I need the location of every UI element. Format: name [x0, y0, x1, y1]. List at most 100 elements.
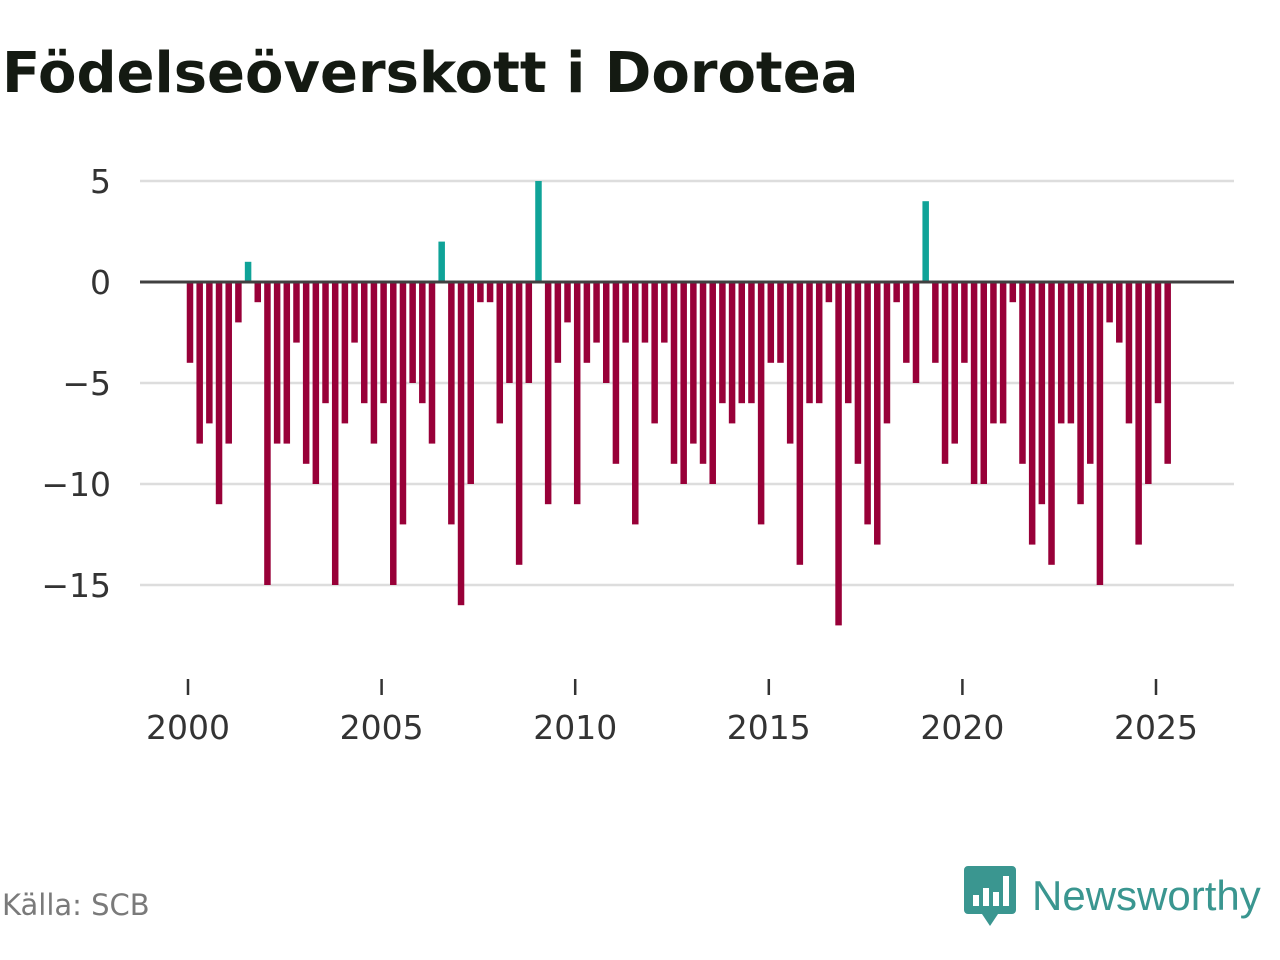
- bar: [864, 282, 871, 525]
- bar: [970, 282, 978, 484]
- bar: [515, 282, 523, 565]
- bar: [738, 282, 746, 404]
- bar: [544, 282, 552, 505]
- bar: [186, 282, 194, 363]
- y-tick-label: −5: [62, 364, 111, 403]
- bar: [409, 282, 416, 383]
- bar: [835, 282, 842, 626]
- bar: [351, 282, 358, 343]
- y-tick-label: −15: [41, 566, 111, 605]
- brand-logo-link[interactable]: Newsworthy: [964, 866, 1261, 926]
- bar: [477, 282, 484, 303]
- bar: [874, 282, 881, 545]
- bar: [583, 282, 591, 363]
- bar: [1009, 282, 1017, 303]
- bar: [999, 282, 1007, 424]
- x-tick-label: 2015: [727, 708, 811, 747]
- bar: [1154, 282, 1162, 404]
- bar: [564, 282, 571, 323]
- bar: [990, 282, 997, 424]
- bar: [1048, 282, 1055, 565]
- bar: [893, 282, 900, 303]
- bar: [215, 282, 223, 505]
- bar: [980, 282, 988, 484]
- bar: [1125, 282, 1133, 424]
- bar: [283, 282, 291, 444]
- bar: [719, 282, 726, 404]
- bar: [196, 282, 203, 444]
- bar: [428, 282, 436, 444]
- bar: [641, 282, 649, 343]
- bar: [1145, 282, 1152, 484]
- bar: [486, 282, 494, 303]
- bar: [922, 201, 929, 282]
- x-tick-label: 2020: [920, 708, 1004, 747]
- bar: [380, 282, 387, 404]
- bar: [206, 282, 213, 424]
- bar: [709, 282, 716, 484]
- bar: [448, 282, 455, 525]
- bar: [651, 282, 658, 424]
- bar: [1057, 282, 1065, 424]
- bar: [806, 282, 813, 404]
- bar: [467, 282, 474, 484]
- bar: [941, 282, 949, 464]
- bar: [331, 282, 339, 585]
- bar: [360, 282, 368, 404]
- bar: [815, 282, 823, 404]
- bar: [1019, 282, 1026, 464]
- bar: [612, 282, 620, 464]
- bar: [602, 282, 610, 383]
- bar: [273, 282, 281, 444]
- bars: [186, 181, 1171, 626]
- bar: [932, 282, 939, 363]
- bar: [1116, 282, 1123, 343]
- bar: [690, 282, 697, 444]
- y-tick-label: 0: [90, 263, 111, 302]
- bar: [1028, 282, 1036, 545]
- source-label: Källa: SCB: [2, 888, 150, 922]
- bar: [632, 282, 639, 525]
- bar: [767, 282, 775, 363]
- x-axis-ticks: 2000 2005 2010 2015 2020 2025: [146, 679, 1198, 747]
- bar: [1038, 282, 1046, 505]
- bar-chart-speech-bubble-icon: [964, 866, 1016, 926]
- bar: [254, 282, 262, 303]
- bar: [322, 282, 329, 404]
- bar: [728, 282, 736, 424]
- bar: [1067, 282, 1075, 424]
- bar: [699, 282, 707, 464]
- bar: [390, 282, 397, 585]
- bar: [844, 282, 852, 404]
- bar: [370, 282, 378, 444]
- bar: [680, 282, 687, 484]
- bar: [670, 282, 678, 464]
- bar: [244, 261, 252, 282]
- bar: [903, 282, 910, 363]
- bar: [225, 282, 232, 444]
- bar: [883, 282, 891, 424]
- bar: [496, 282, 504, 424]
- bar: [951, 282, 958, 444]
- bar: [525, 282, 533, 383]
- bar: [235, 282, 242, 323]
- x-tick-label: 2010: [533, 708, 617, 747]
- bar: [777, 282, 784, 363]
- bar: [264, 282, 271, 585]
- bar: [1135, 282, 1142, 545]
- bar: [1164, 282, 1171, 464]
- bar: [1096, 282, 1104, 585]
- bar: [573, 282, 581, 505]
- bar: [748, 282, 755, 404]
- bar: [535, 181, 542, 282]
- bar: [961, 282, 968, 363]
- bar: [399, 282, 407, 525]
- bar: [312, 282, 320, 484]
- x-tick-label: 2025: [1114, 708, 1198, 747]
- bar: [1106, 282, 1113, 323]
- y-tick-label: 5: [90, 162, 111, 201]
- bar: [1086, 282, 1094, 464]
- bar: [506, 282, 513, 383]
- bar: [554, 282, 562, 363]
